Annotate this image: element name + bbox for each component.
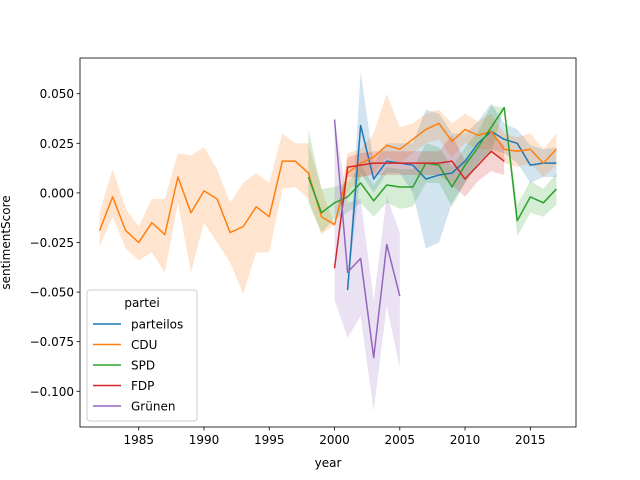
line-fdp [333, 150, 505, 269]
band-cdu [99, 93, 557, 295]
y-tick-label: 0.000 [40, 186, 74, 200]
y-tick-label: −0.100 [30, 385, 74, 399]
y-tick-label: −0.050 [30, 286, 74, 300]
x-tick-label: 2000 [319, 433, 350, 447]
x-tick-label: 1985 [123, 433, 154, 447]
x-tick-label: 2010 [450, 433, 481, 447]
series-lines [98, 106, 557, 359]
confidence-bands [99, 71, 557, 412]
x-axis-label: year [315, 456, 342, 470]
legend-label-parteilos: parteilos [131, 318, 183, 332]
legend-label-cdu: CDU [131, 338, 157, 352]
band-parteilos [347, 71, 557, 291]
x-tick-label: 2015 [515, 433, 546, 447]
band-grunen [334, 119, 400, 412]
band-spd [308, 105, 557, 237]
x-axis: 1985 1990 1995 2000 2005 2010 2015 [123, 427, 546, 447]
x-tick-label: 1990 [189, 433, 220, 447]
y-tick-label: 0.025 [40, 137, 74, 151]
y-axis: −0.100 −0.075 −0.050 −0.025 0.000 0.025 0.050 [30, 87, 80, 399]
x-tick-label: 1995 [254, 433, 285, 447]
x-tick-label: 2005 [385, 433, 416, 447]
line-cdu [98, 122, 557, 244]
y-tick-label: −0.075 [30, 335, 74, 349]
legend-label-fdp: FDP [131, 379, 154, 393]
legend-label-grunen: Grünen [131, 400, 175, 414]
line-grunen [333, 119, 401, 359]
y-axis-label: sentimentScore [0, 195, 13, 289]
band-fdp [334, 131, 505, 269]
legend-box [86, 289, 198, 422]
y-tick-label: −0.025 [30, 236, 74, 250]
legend-label-spd: SPD [131, 359, 155, 373]
y-tick-label: 0.050 [40, 87, 74, 101]
legend: partei parteilos CDU SPD FDP Grünen [86, 289, 198, 422]
line-spd [307, 106, 557, 222]
legend-title: partei [124, 296, 159, 310]
